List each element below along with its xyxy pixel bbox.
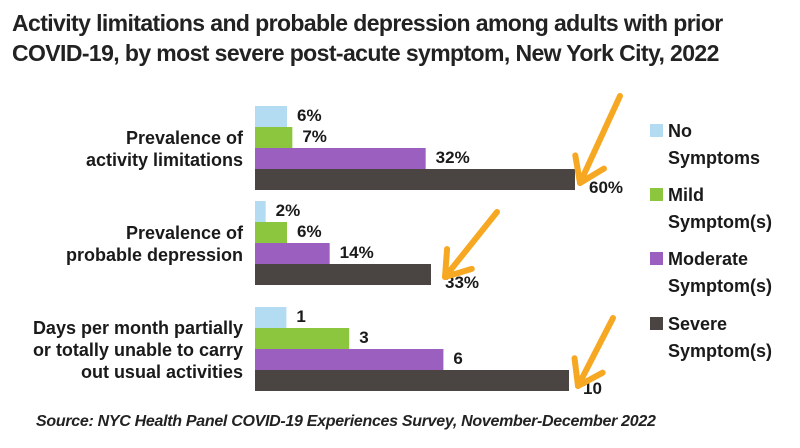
data-label: 33% (445, 273, 479, 292)
source-note: Source: NYC Health Panel COVID-19 Experi… (36, 413, 656, 430)
arrow-head-icon (572, 152, 608, 186)
data-label: 3 (359, 328, 368, 347)
legend-label: Symptom(s) (668, 341, 772, 361)
legend-swatch (650, 317, 663, 330)
category-label: or totally unable to carry (33, 340, 243, 360)
bar-moderate-symptom-s- (255, 148, 426, 169)
category-label: Prevalence of (126, 128, 244, 148)
legend-swatch (650, 252, 663, 265)
bar-moderate-symptom-s- (255, 243, 330, 264)
category-label: probable depression (66, 245, 243, 265)
bar-moderate-symptom-s- (255, 349, 444, 370)
bar-mild-symptom-s- (255, 127, 293, 148)
chart-title-line: COVID-19, by most severe post-acute symp… (12, 40, 719, 66)
arrow-icon (442, 209, 500, 280)
legend-label: Symptom(s) (668, 276, 772, 296)
category-label: out usual activities (81, 362, 243, 382)
data-label: 6% (297, 106, 322, 125)
bar-severe-symptom-s- (255, 370, 569, 391)
chart-title: Activity limitations and probable depres… (12, 8, 792, 68)
data-label: 6 (453, 349, 462, 368)
legend-swatch (650, 124, 663, 137)
legend-label: No (668, 121, 692, 141)
bar-no-symptoms (255, 201, 266, 222)
bar-mild-symptom-s- (255, 328, 350, 349)
data-label: 2% (276, 201, 301, 220)
data-label: 7% (302, 127, 327, 146)
chart-title-line: Activity limitations and probable depres… (12, 10, 723, 36)
data-label: 1 (296, 307, 305, 326)
bar-mild-symptom-s- (255, 222, 287, 243)
legend-label: Moderate (668, 249, 748, 269)
bar-severe-symptom-s- (255, 264, 431, 285)
arrow-icon (577, 93, 623, 186)
arrow-icon (575, 315, 616, 389)
bar-no-symptoms (255, 106, 287, 127)
bar-severe-symptom-s- (255, 169, 575, 190)
data-label: 60% (589, 178, 623, 197)
legend-label: Symptom(s) (668, 212, 772, 232)
legend-label: Symptoms (668, 148, 760, 168)
data-label: 32% (436, 148, 470, 167)
category-label: Days per month partially (33, 318, 243, 338)
legend-label: Mild (668, 185, 704, 205)
arrow-head-icon (571, 355, 606, 389)
legend-label: Severe (668, 314, 727, 334)
data-label: 6% (297, 222, 322, 241)
data-label: 14% (340, 243, 374, 262)
bar-no-symptoms (255, 307, 287, 328)
category-label: Prevalence of (126, 223, 244, 243)
arrow-head-icon (442, 246, 475, 280)
legend-swatch (650, 188, 663, 201)
category-label: activity limitations (86, 150, 243, 170)
